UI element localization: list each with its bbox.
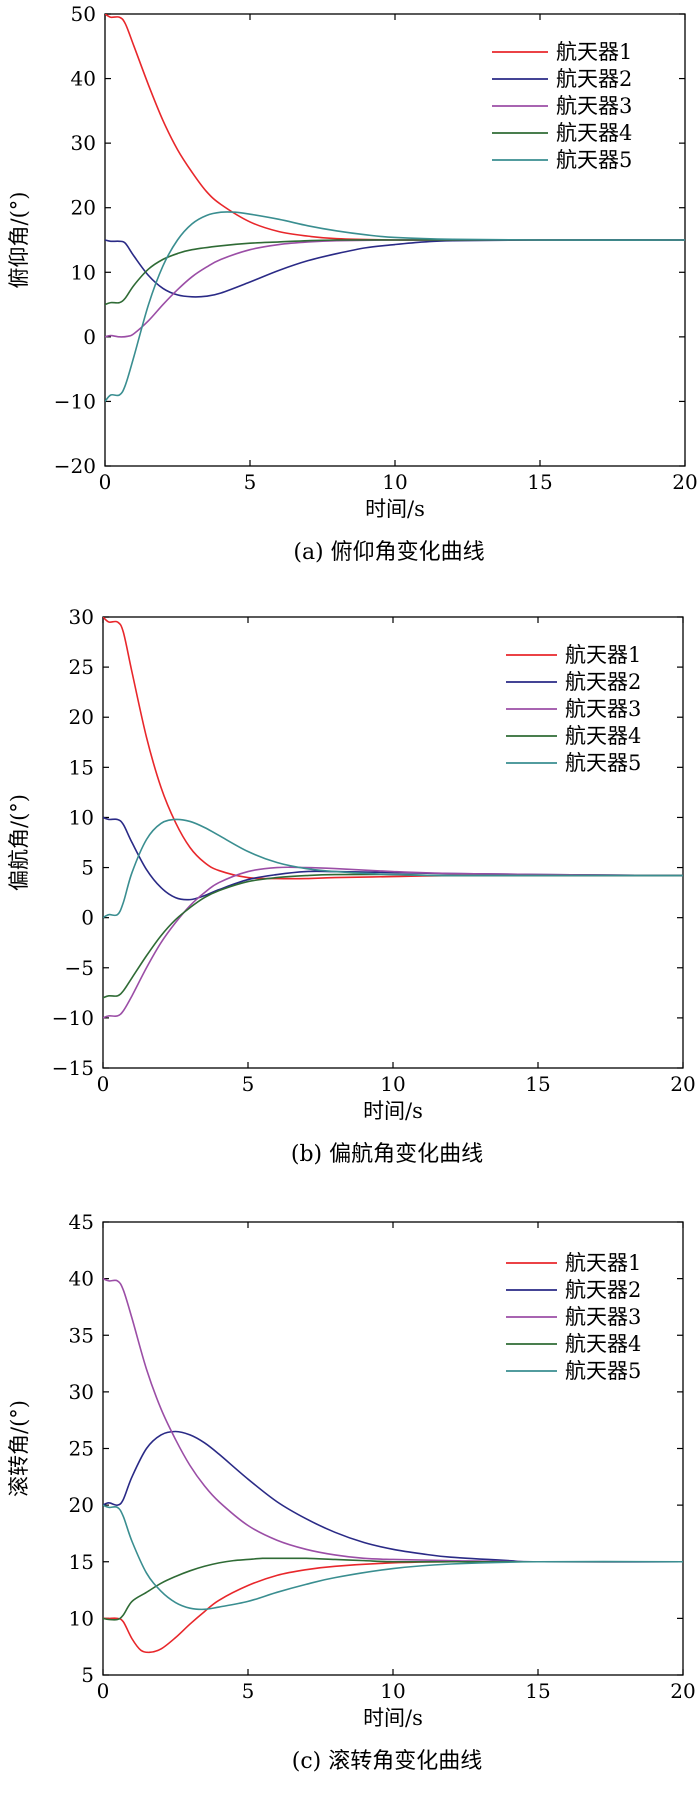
y-tick-label: 20 [69,705,94,729]
legend: 航天器1 航天器2 航天器3 航天器4 航天器5 [492,40,632,172]
x-tick-label: 0 [97,1679,110,1703]
y-tick-label: −10 [54,389,96,413]
series-line-4 [103,873,683,999]
y-tick-label: 50 [71,2,96,26]
y-tick-label: 10 [69,805,94,829]
series-line-3 [103,866,683,1019]
series-line-2 [105,239,685,298]
y-tick-label: 15 [69,1550,94,1574]
x-tick-label: 0 [97,1072,110,1096]
legend-label-4: 航天器4 [565,724,641,748]
x-tick-label: 5 [242,1679,255,1703]
series-line-5 [103,1504,683,1611]
y-tick-label: 10 [69,1606,94,1630]
y-tick-label: 40 [69,1267,94,1291]
series-line-3 [105,239,685,338]
x-axis-title: 时间/s [365,497,425,521]
series-line-3 [103,1277,683,1563]
x-tick-label: 15 [525,1679,550,1703]
y-tick-label: 10 [71,260,96,284]
legend: 航天器1 航天器2 航天器3 航天器4 航天器5 [506,643,641,775]
y-tick-label: 5 [81,856,94,880]
y-tick-label: 0 [83,325,96,349]
chart-panel-2: 0 5 10 15 20 −15 −10 −5 0 5 10 15 20 25 30 航天器1 航天器2 航天器3… [7,605,696,1167]
legend-label-1: 航天器1 [565,1251,641,1275]
y-tick-label: 40 [71,67,96,91]
legend-label-2: 航天器2 [565,1278,641,1302]
x-tick-label: 15 [525,1072,550,1096]
panel-caption: (a) 俯仰角变化曲线 [293,540,484,565]
x-tick-label: 10 [380,1679,405,1703]
series-line-5 [105,211,685,402]
x-axis-title: 时间/s [363,1706,423,1730]
y-tick-label: 35 [69,1323,94,1347]
y-tick-label: −10 [52,1006,94,1030]
legend-label-4: 航天器4 [556,121,632,145]
x-axis-title: 时间/s [363,1099,423,1123]
legend-label-3: 航天器3 [565,1305,641,1329]
series-line-2 [103,1430,683,1563]
y-tick-label: 20 [71,196,96,220]
y-tick-label: 5 [81,1663,94,1687]
legend-label-1: 航天器1 [565,643,641,667]
x-tick-label: 20 [672,470,697,494]
x-tick-label: 5 [242,1072,255,1096]
legend-label-4: 航天器4 [565,1332,641,1356]
y-tick-label: 45 [69,1210,94,1234]
y-tick-label: −20 [54,454,96,478]
legend-label-5: 航天器5 [565,1359,641,1383]
legend: 航天器1 航天器2 航天器3 航天器4 航天器5 [506,1251,641,1383]
legend-label-5: 航天器5 [565,751,641,775]
x-tick-label: 10 [380,1072,405,1096]
panel-caption: (c) 滚转角变化曲线 [292,1749,482,1774]
legend-label-3: 航天器3 [565,697,641,721]
y-axis-title: 偏航角/(°) [7,794,31,891]
y-tick-label: −5 [65,956,94,980]
legend-label-1: 航天器1 [556,40,632,64]
y-tick-label: 30 [71,131,96,155]
x-tick-label: 10 [382,470,407,494]
chart-panel-3: 0 5 10 15 2051015202530354045航天器1航天器2航天器3航天器… [7,1210,696,1774]
y-tick-label: −15 [52,1056,94,1080]
series-line-1 [103,1560,683,1654]
y-tick-label: 20 [69,1493,94,1517]
x-tick-label: 20 [670,1679,695,1703]
legend-label-2: 航天器2 [556,67,632,91]
series-line-4 [105,239,685,306]
y-tick-label: 30 [69,605,94,629]
chart-panel-1: 0 5 10 15 20−20−1001020304050航天器1航天器2航天器3航天器… [7,2,698,565]
panel-caption: (b) 偏航角变化曲线 [291,1142,483,1167]
legend-label-5: 航天器5 [556,148,632,172]
y-axis-title: 滚转角/(°) [7,1400,31,1497]
x-tick-label: 5 [244,470,257,494]
y-tick-label: 15 [69,755,94,779]
x-tick-label: 0 [99,470,112,494]
x-tick-label: 20 [670,1072,695,1096]
legend-label-2: 航天器2 [565,670,641,694]
y-tick-label: 25 [69,1437,94,1461]
series-line-2 [103,816,683,901]
y-tick-label: 30 [69,1380,94,1404]
y-axis-title: 俯仰角/(°) [7,192,31,289]
x-tick-label: 15 [527,470,552,494]
series-line-4 [103,1557,683,1621]
series-line-5 [103,818,683,919]
legend-label-3: 航天器3 [556,94,632,118]
y-tick-label: 25 [69,655,94,679]
y-tick-label: 0 [81,906,94,930]
